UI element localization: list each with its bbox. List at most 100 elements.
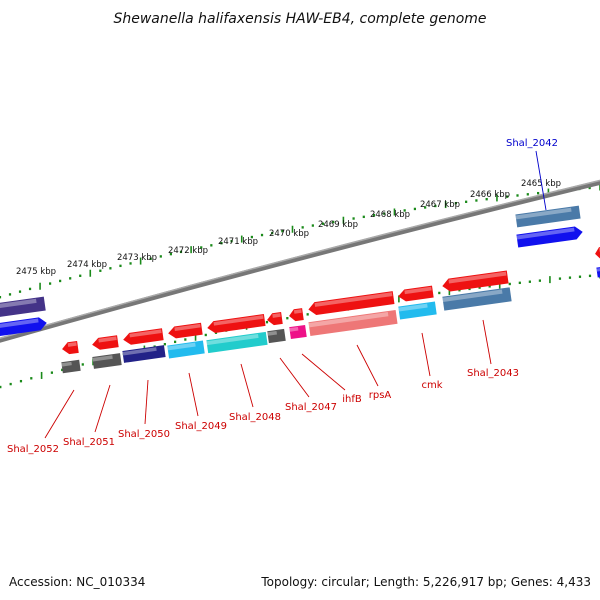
- gene-feature-shine: [289, 326, 299, 332]
- gene-feature: [206, 331, 268, 354]
- gene-feature: [398, 301, 437, 320]
- gene-feature-body: [442, 287, 512, 311]
- gene-feature-body: [515, 205, 581, 228]
- gene-feature: [267, 328, 286, 344]
- accession-text: Accession: NC_010334: [9, 575, 145, 589]
- gene-feature-shine: [0, 298, 37, 309]
- gene-feature-body: [595, 246, 600, 260]
- gene-label: Shal_2042: [506, 138, 558, 149]
- gene-feature-body: [267, 312, 283, 326]
- leader-line: [144, 379, 149, 425]
- gene-feature-body: [398, 301, 437, 320]
- leader-line: [301, 353, 346, 391]
- gene-feature-body: [92, 335, 119, 350]
- gene-feature-shine: [61, 361, 72, 367]
- genome-summary-text: Topology: circular; Length: 5,226,917 bp…: [260, 575, 591, 589]
- gene-features: [0, 205, 600, 374]
- label-leader-lines: [44, 150, 547, 439]
- gene-label: rpsA: [369, 390, 392, 401]
- gene-feature-shine: [404, 286, 432, 295]
- kbp-label: 2474 kbp: [67, 260, 107, 270]
- gene-feature-body: [61, 359, 81, 374]
- gene-feature: [595, 246, 600, 260]
- gene-label: Shal_2048: [229, 412, 281, 423]
- gene-feature: [398, 285, 434, 302]
- gene-feature-body: [442, 270, 509, 292]
- leader-line: [94, 384, 111, 433]
- leader-line: [240, 363, 254, 408]
- gene-feature: [92, 335, 119, 350]
- gene-feature-shine: [213, 315, 264, 326]
- gene-feature-shine: [206, 333, 259, 346]
- gene-feature-body: [289, 308, 304, 322]
- gene-feature: [207, 314, 266, 334]
- gene-feature: [168, 322, 203, 339]
- gene-feature: [515, 205, 581, 228]
- gene-label: Shal_2043: [467, 368, 519, 379]
- gene-label: Shal_2050: [118, 429, 170, 440]
- gene-feature: [596, 266, 600, 278]
- gene-feature: [62, 340, 79, 355]
- kbp-label: 2465 kbp: [521, 179, 561, 189]
- gene-feature: [308, 309, 398, 337]
- gene-feature-shine: [267, 330, 277, 336]
- kbp-label: 2468 kbp: [370, 210, 410, 220]
- gene-feature-body: [123, 328, 164, 345]
- gene-feature-shine: [398, 303, 428, 312]
- gene-feature-shine: [272, 313, 281, 318]
- gene-feature-shine: [314, 292, 393, 307]
- gene-feature-shine: [448, 271, 507, 284]
- gene-feature-body: [122, 345, 166, 363]
- leader-line: [535, 150, 547, 211]
- gene-feature-shine: [516, 227, 575, 240]
- leader-line: [421, 332, 431, 377]
- gene-label: Shal_2052: [7, 444, 59, 455]
- kbp-label: 2472 kbp: [168, 246, 208, 256]
- kbp-label: 2467 kbp: [420, 200, 460, 210]
- kbp-label: 2470 kbp: [269, 229, 309, 239]
- gene-labels: Shal_2052Shal_2051Shal_2050Shal_2049Shal…: [7, 138, 558, 455]
- gene-feature: [267, 312, 283, 326]
- gene-feature-shine: [515, 207, 572, 220]
- leader-line: [279, 357, 310, 398]
- kbp-label: 2466 kbp: [470, 190, 510, 200]
- gene-feature: [289, 308, 304, 322]
- gene-label: Shal_2051: [63, 437, 115, 448]
- gene-feature: [61, 359, 81, 374]
- genome-backbone-highlight: [0, 179, 600, 339]
- gene-feature: [0, 317, 47, 337]
- kbp-label: 2471 kbp: [218, 237, 258, 247]
- gene-feature-shine: [293, 309, 302, 314]
- gene-feature: [308, 291, 395, 315]
- outer-tick-ring: [0, 183, 600, 299]
- gene-feature-body: [92, 353, 122, 369]
- kbp-label: 2469 kbp: [318, 220, 358, 230]
- gene-label: Shal_2049: [175, 421, 227, 432]
- gene-feature: [167, 340, 205, 359]
- gene-feature-body: [207, 314, 266, 334]
- gene-feature-body: [168, 322, 203, 339]
- gene-feature: [442, 270, 509, 292]
- gene-feature-body: [0, 296, 46, 318]
- gene-feature-body: [398, 285, 434, 302]
- gene-feature-shine: [98, 336, 117, 343]
- gene-feature: [122, 345, 166, 363]
- gene-feature-body: [267, 328, 286, 344]
- gene-feature-body: [0, 317, 47, 337]
- gene-feature-body: [167, 340, 205, 359]
- genome-backbone: [0, 179, 600, 343]
- gene-feature: [123, 328, 164, 345]
- leader-line: [44, 389, 75, 439]
- gene-feature-shine: [92, 355, 113, 362]
- leader-line: [356, 344, 379, 387]
- gene-feature-shine: [174, 323, 201, 332]
- gene-feature-body: [516, 226, 583, 248]
- map-title: Shewanella halifaxensis HAW-EB4, complet…: [113, 11, 486, 27]
- gene-feature-shine: [67, 342, 77, 347]
- gene-feature-body: [308, 291, 395, 315]
- kbp-label: 2473 kbp: [117, 253, 157, 263]
- leader-line: [482, 319, 492, 365]
- gene-feature-body: [62, 340, 79, 355]
- gene-feature-shine: [308, 312, 389, 328]
